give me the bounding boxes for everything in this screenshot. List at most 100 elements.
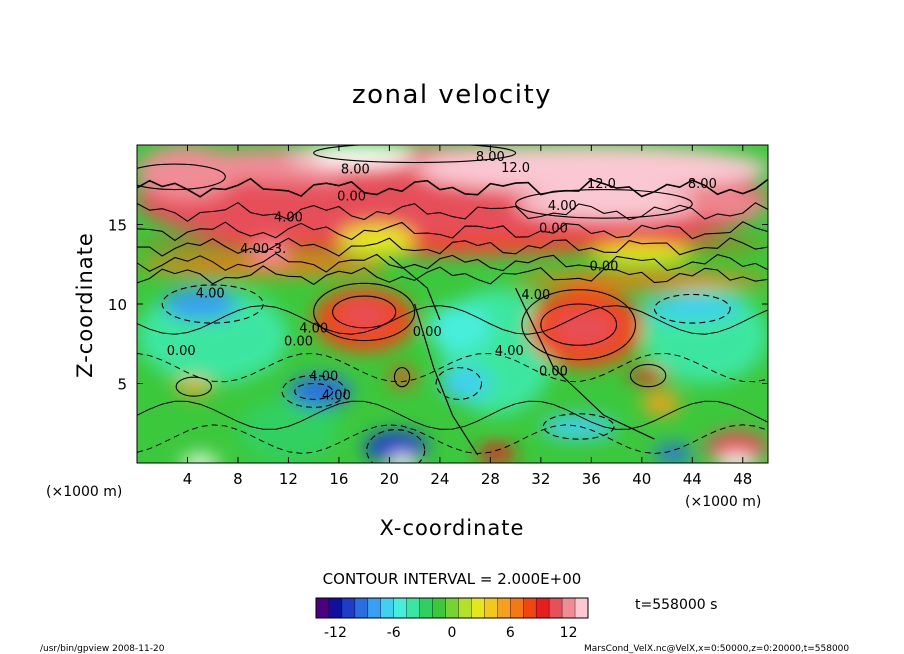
colorbar-swatch xyxy=(471,598,485,618)
contour-line xyxy=(137,400,768,430)
x-axis-ticks: 4 8 12 16 20 24 28 32 36 40 44 48 xyxy=(183,145,752,488)
field-region xyxy=(338,304,390,328)
contour-label: 0.00 xyxy=(539,221,568,236)
y-tick-label: 15 xyxy=(108,217,127,235)
colorbar-swatch xyxy=(419,598,433,618)
colorbar xyxy=(315,597,589,619)
field-region xyxy=(654,443,693,463)
colorbar-frame xyxy=(315,597,589,619)
contour-line xyxy=(521,289,637,361)
footer-source: MarsCond_VelX.nc@VelX,x=0:50000,z=0:2000… xyxy=(584,644,849,654)
colorbar-swatch xyxy=(510,598,524,618)
contour-line xyxy=(653,293,731,324)
colorbar-swatch xyxy=(354,598,369,618)
field-region xyxy=(704,431,768,463)
x-tick-label: 32 xyxy=(531,470,550,488)
contour-line xyxy=(389,255,441,321)
contour-line xyxy=(161,284,264,324)
footer-program: /usr/bin/gpview 2008-11-20 xyxy=(40,644,165,654)
chart-title: zonal velocity xyxy=(352,80,552,110)
colorbar-tick-label: 6 xyxy=(506,625,515,641)
x-tick-label: 24 xyxy=(430,470,449,488)
contour-label: 0.00 xyxy=(539,365,568,380)
contour-label: 4.00 xyxy=(495,344,524,359)
contour-line xyxy=(137,201,768,222)
colorbar-ticks: -12 -6 0 6 12 xyxy=(324,625,577,641)
field-region xyxy=(641,296,743,320)
x-tick-label: 28 xyxy=(481,470,500,488)
field-region xyxy=(591,243,693,265)
field-region xyxy=(414,145,768,193)
field-region xyxy=(515,272,768,289)
contour-label: 0.00 xyxy=(337,190,366,205)
x-tick-label: 36 xyxy=(582,470,601,488)
contour-label: 0.00 xyxy=(413,325,442,340)
contour-line xyxy=(175,376,213,397)
contour-label: 0.00 xyxy=(167,344,196,359)
field-region xyxy=(540,415,617,440)
time-label: t=558000 s xyxy=(635,597,717,613)
contour-line xyxy=(137,177,768,198)
contour-line xyxy=(137,237,768,257)
colorbar-tick-label: -6 xyxy=(387,625,401,641)
colorbar-swatch xyxy=(575,598,589,618)
contour-line xyxy=(393,367,411,388)
contour-label: 4.00 xyxy=(548,199,577,214)
contour-line xyxy=(313,282,416,342)
colorbar-swatch xyxy=(393,598,407,618)
x-tick-label: 20 xyxy=(380,470,399,488)
field-region xyxy=(515,189,705,220)
colorbar-swatch xyxy=(562,598,576,618)
contour-line xyxy=(313,145,517,164)
contour-line xyxy=(137,424,768,455)
x-axis-unit-left: (×1000 m) xyxy=(46,484,122,500)
x-tick-label: 44 xyxy=(683,470,702,488)
y-axis-ticks: 5 10 15 xyxy=(108,217,768,394)
contour-line xyxy=(137,252,768,273)
contour-label: 4.00 xyxy=(299,322,328,337)
y-tick-label: 5 xyxy=(117,376,127,394)
x-tick-label: 40 xyxy=(632,470,651,488)
contour-line xyxy=(366,429,426,463)
contour-label: 12.0 xyxy=(587,177,616,192)
x-tick-label: 12 xyxy=(279,470,298,488)
contour-label: 0.00 xyxy=(284,334,313,349)
colorbar-swatch xyxy=(380,598,395,618)
contour-line xyxy=(137,305,768,335)
colorbar-swatch xyxy=(523,598,537,618)
colorbar-tick-label: 12 xyxy=(560,625,578,641)
colorbar-swatch xyxy=(484,598,498,618)
colorbar-tick-label: -12 xyxy=(324,625,347,641)
field-region xyxy=(692,192,768,217)
field-region xyxy=(237,399,339,463)
y-axis-label: Z-coordinate xyxy=(73,232,97,378)
field-peak xyxy=(389,455,415,463)
colorbar-swatch xyxy=(445,598,459,618)
contour-line xyxy=(137,163,226,191)
colorbar-swatch xyxy=(328,598,343,618)
contour-label: 8.00 xyxy=(341,163,370,178)
colorbar-swatch xyxy=(367,598,382,618)
colorbar-swatch xyxy=(341,598,356,618)
x-tick-label: 48 xyxy=(733,470,752,488)
contour-label: 4.00 xyxy=(322,388,351,403)
contour-line xyxy=(515,287,655,440)
colorbar-swatch xyxy=(549,598,563,618)
contour-label: 12.0 xyxy=(501,161,530,176)
colorbar-tick-label: 0 xyxy=(448,625,457,641)
contour-line xyxy=(515,188,693,219)
contour-interval-label: CONTOUR INTERVAL = 2.000E+00 xyxy=(323,570,582,588)
contour-lines xyxy=(137,145,768,463)
contour-line xyxy=(414,303,479,456)
x-tick-label: 8 xyxy=(233,470,243,488)
x-tick-label: 16 xyxy=(329,470,348,488)
colorbar-swatch xyxy=(458,598,472,618)
contour-line xyxy=(332,295,397,329)
contour-line xyxy=(540,303,618,346)
field-region xyxy=(439,367,491,400)
field-region xyxy=(389,367,415,387)
field-region xyxy=(338,224,415,257)
contour-label: 4.00 xyxy=(274,210,303,225)
